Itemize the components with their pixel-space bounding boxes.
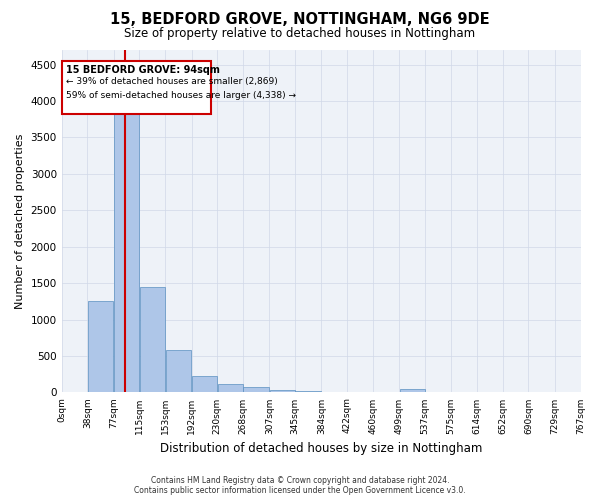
Text: Contains HM Land Registry data © Crown copyright and database right 2024.
Contai: Contains HM Land Registry data © Crown c… xyxy=(134,476,466,495)
Text: Size of property relative to detached houses in Nottingham: Size of property relative to detached ho… xyxy=(124,28,476,40)
Y-axis label: Number of detached properties: Number of detached properties xyxy=(15,134,25,309)
FancyBboxPatch shape xyxy=(62,61,211,114)
Bar xyxy=(192,376,217,392)
Text: 59% of semi-detached houses are larger (4,338) →: 59% of semi-detached houses are larger (… xyxy=(66,91,296,100)
Bar xyxy=(269,390,295,392)
Bar xyxy=(140,287,165,393)
Bar xyxy=(243,387,269,392)
Text: 15 BEDFORD GROVE: 94sqm: 15 BEDFORD GROVE: 94sqm xyxy=(66,64,220,74)
Bar xyxy=(166,350,191,393)
Text: 15, BEDFORD GROVE, NOTTINGHAM, NG6 9DE: 15, BEDFORD GROVE, NOTTINGHAM, NG6 9DE xyxy=(110,12,490,28)
Bar xyxy=(218,384,242,392)
Bar xyxy=(114,64,139,392)
Bar xyxy=(88,302,113,392)
Bar xyxy=(400,389,425,392)
X-axis label: Distribution of detached houses by size in Nottingham: Distribution of detached houses by size … xyxy=(160,442,482,455)
Text: ← 39% of detached houses are smaller (2,869): ← 39% of detached houses are smaller (2,… xyxy=(66,77,277,86)
